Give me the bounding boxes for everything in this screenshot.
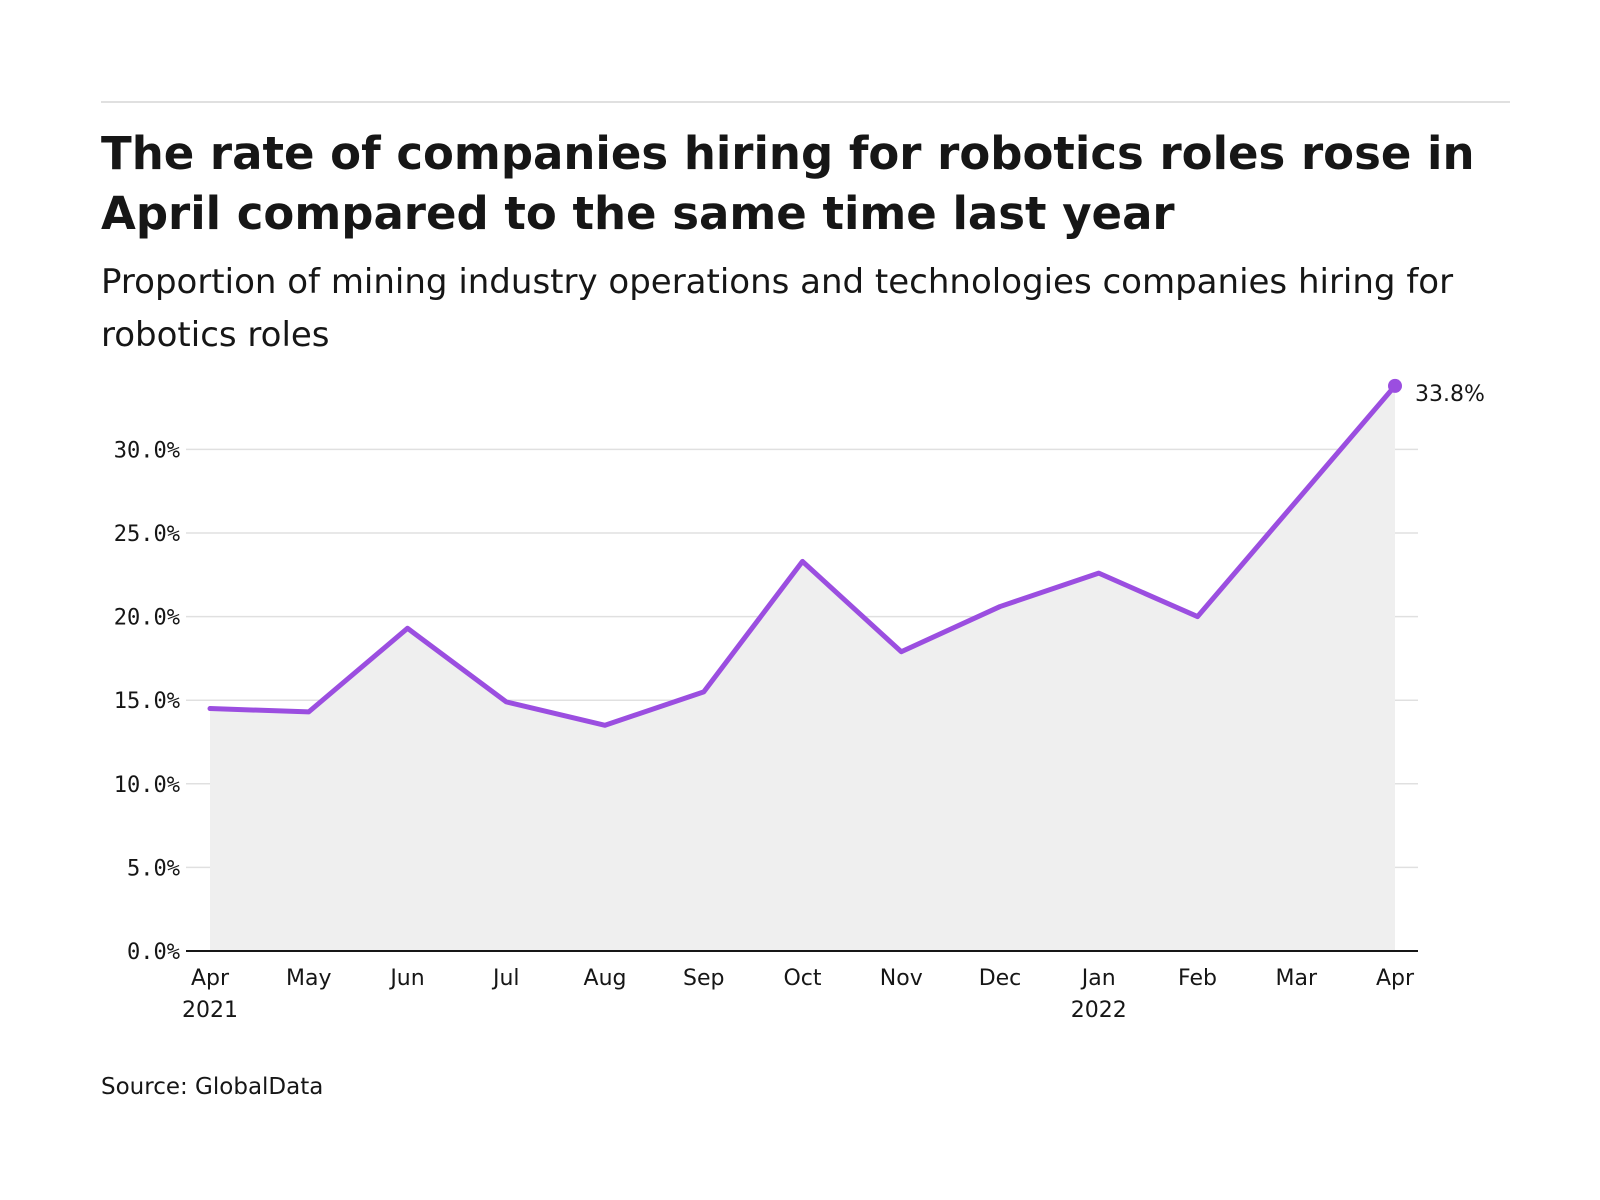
end-value-label: 33.8% [1415, 382, 1485, 407]
end-point [1388, 378, 1402, 393]
data-point [306, 709, 311, 714]
x-year-label: 2022 [1071, 998, 1127, 1023]
line-layer [207, 378, 1402, 728]
tick-labels: 0.0% 5.0% 10.0% 15.0% 20.0% 25.0% 30.0% 33.8% Ap… [114, 382, 1485, 1023]
x-year-label: 2021 [182, 998, 238, 1023]
x-tick-label: Sep [683, 966, 724, 991]
data-point [405, 626, 410, 631]
y-tick-label: 0.0% [127, 940, 180, 965]
data-point [1294, 499, 1299, 504]
x-tick-label: Mar [1275, 966, 1317, 991]
y-tick-label: 30.0% [114, 438, 180, 463]
data-point [1195, 614, 1200, 619]
top-divider [101, 101, 1510, 103]
data-point [504, 699, 509, 704]
x-tick-label: Nov [880, 966, 923, 991]
data-point [603, 723, 608, 728]
x-tick-label: Jan [1080, 966, 1116, 991]
x-tick-label: Aug [584, 966, 627, 991]
data-point [800, 559, 805, 564]
y-tick-label: 15.0% [114, 689, 180, 714]
data-point [998, 604, 1003, 609]
data-point [701, 689, 706, 694]
x-tick-label: May [286, 966, 331, 991]
data-point [899, 649, 904, 654]
y-tick-label: 20.0% [114, 606, 180, 631]
x-tick-label: Jun [388, 966, 424, 991]
x-tick-label: Apr [1376, 966, 1415, 991]
y-tick-label: 5.0% [127, 856, 180, 881]
x-tick-label: Jul [491, 966, 520, 991]
x-tick-label: Apr [191, 966, 230, 991]
area-layer [210, 385, 1395, 951]
source-note: Source: GlobalData [101, 1074, 324, 1100]
x-tick-label: Feb [1178, 966, 1217, 991]
chart-title: The rate of companies hiring for robotic… [101, 127, 1475, 240]
x-tick-label: Dec [979, 966, 1022, 991]
y-tick-label: 10.0% [114, 773, 180, 798]
data-point [1096, 571, 1101, 576]
data-point [208, 706, 213, 711]
y-tick-label: 25.0% [114, 522, 180, 547]
x-tick-label: Oct [783, 966, 821, 991]
area-fill [210, 385, 1395, 951]
series-line [207, 383, 1398, 728]
chart-subtitle: Proportion of mining industry operations… [101, 262, 1454, 355]
